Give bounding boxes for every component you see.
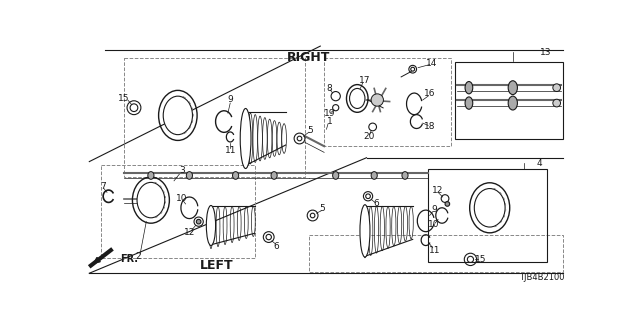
Text: 16: 16	[424, 89, 435, 98]
Ellipse shape	[163, 96, 193, 135]
Text: 5: 5	[307, 126, 313, 135]
Bar	[308, 235, 563, 272]
Ellipse shape	[148, 172, 154, 179]
Ellipse shape	[186, 172, 193, 179]
Text: 2: 2	[135, 252, 141, 261]
Text: TJB4B2100: TJB4B2100	[519, 273, 565, 282]
Ellipse shape	[333, 172, 339, 179]
FancyArrowPatch shape	[367, 100, 383, 108]
Text: 13: 13	[540, 48, 552, 57]
Bar	[455, 61, 563, 139]
Ellipse shape	[206, 205, 216, 245]
Text: 8: 8	[326, 84, 332, 93]
Text: 12: 12	[431, 186, 443, 195]
Circle shape	[371, 94, 383, 106]
Ellipse shape	[240, 108, 251, 169]
Text: 12: 12	[184, 228, 195, 237]
Bar	[101, 165, 255, 258]
Text: LEFT: LEFT	[200, 259, 233, 272]
Ellipse shape	[508, 81, 517, 95]
Ellipse shape	[465, 82, 473, 94]
Ellipse shape	[474, 188, 505, 227]
Text: FR.: FR.	[120, 254, 138, 264]
Text: 1: 1	[326, 117, 332, 126]
Text: 20: 20	[363, 132, 374, 141]
Ellipse shape	[349, 88, 365, 108]
Text: 7: 7	[100, 182, 106, 191]
Text: 9: 9	[431, 205, 437, 214]
Ellipse shape	[402, 172, 408, 179]
Ellipse shape	[360, 205, 370, 257]
Text: 9: 9	[227, 95, 233, 105]
Text: 15: 15	[118, 94, 130, 103]
Circle shape	[445, 202, 450, 206]
Text: 17: 17	[359, 76, 371, 85]
Ellipse shape	[508, 96, 517, 110]
Text: 14: 14	[426, 59, 438, 68]
Ellipse shape	[137, 182, 164, 218]
Bar	[324, 58, 451, 146]
Circle shape	[553, 84, 561, 92]
Bar	[124, 58, 305, 177]
Circle shape	[553, 99, 561, 107]
Circle shape	[196, 219, 201, 224]
Text: 10: 10	[428, 220, 439, 229]
Text: RIGHT: RIGHT	[287, 51, 330, 64]
Text: 11: 11	[225, 146, 236, 155]
Text: 10: 10	[176, 194, 188, 203]
Text: 6: 6	[374, 199, 380, 208]
Text: 3: 3	[179, 166, 184, 175]
Ellipse shape	[371, 172, 378, 179]
Ellipse shape	[465, 97, 473, 109]
Text: 15: 15	[475, 255, 486, 264]
Text: 18: 18	[424, 123, 435, 132]
Text: 4: 4	[537, 159, 543, 168]
Text: 11: 11	[429, 246, 440, 255]
Ellipse shape	[271, 172, 277, 179]
Bar	[428, 169, 547, 262]
Ellipse shape	[232, 172, 239, 179]
Text: 6: 6	[273, 242, 279, 251]
Text: 5: 5	[320, 204, 326, 213]
Text: 19: 19	[324, 109, 335, 118]
